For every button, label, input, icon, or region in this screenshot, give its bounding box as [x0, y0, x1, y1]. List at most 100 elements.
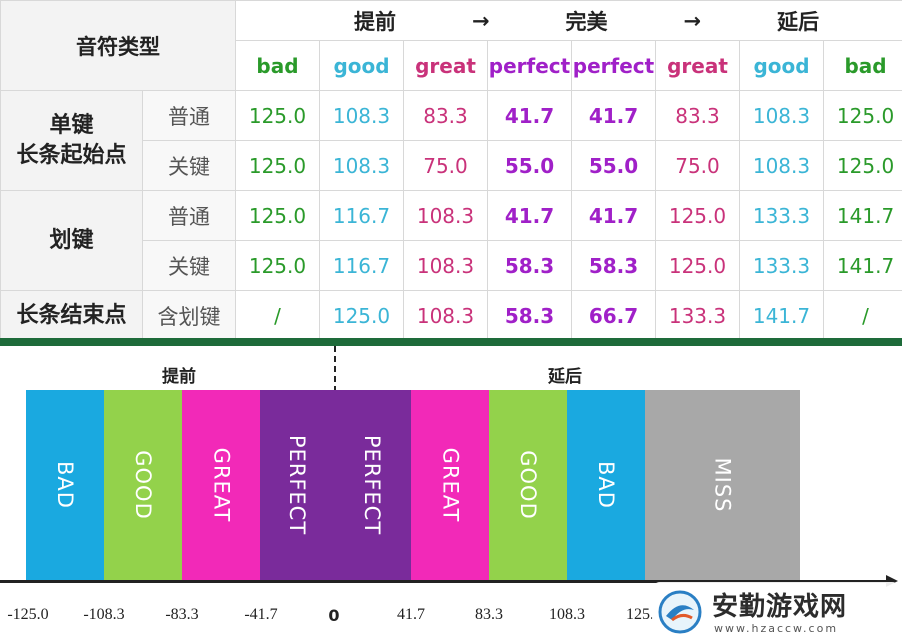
timing-value-cell: 108.3: [403, 190, 488, 241]
timing-value-cell: 116.7: [319, 190, 404, 241]
segment-label: GOOD: [130, 450, 155, 520]
timing-value-cell: 108.3: [739, 140, 824, 191]
axis-tick-label: 83.3: [475, 606, 503, 623]
note-type-label: 长条结束点: [0, 290, 143, 341]
segment-label: MISS: [710, 457, 735, 513]
late-label: 延后: [548, 367, 582, 387]
arrow-right-icon: →: [471, 8, 490, 33]
segment-label: PERFECT: [285, 434, 309, 536]
segment-label: BAD: [593, 461, 618, 509]
segment-label: PERFECT: [360, 434, 385, 536]
segment-good: GOOD: [104, 390, 182, 580]
arrow-right-icon: →: [683, 8, 702, 33]
timing-value-cell: 125.0: [655, 240, 740, 291]
segment-good: GOOD: [489, 390, 567, 580]
timing-value-cell: 125.0: [655, 190, 740, 241]
note-type-label: 单键 长条起始点: [0, 90, 143, 191]
axis-tick-label: 41.7: [397, 606, 425, 623]
timing-value-cell: 58.3: [487, 290, 572, 341]
table-row: 单键 长条起始点 普通 125.0 108.3 83.3 41.7 41.7 83.3 108.…: [0, 90, 902, 191]
phase-label: 延后: [777, 9, 820, 34]
segment-perfect: PERFECT: [260, 390, 334, 580]
timing-value-cell: 125.0: [235, 240, 320, 291]
timing-value-cell: 108.3: [739, 90, 824, 141]
grade-header-bad: bad: [235, 40, 320, 91]
timing-value-cell: 108.3: [403, 240, 488, 291]
site-logo-icon: [658, 590, 702, 634]
timing-value-cell: 75.0: [655, 140, 740, 191]
segment-bad: BAD: [567, 390, 645, 580]
note-type-label: 划键: [0, 190, 143, 291]
phase-header: 提前 → 完美 → 延后: [234, 0, 902, 41]
table-row: 划键 普通 125.0 116.7 108.3 41.7 41.7 125.0 133.3 141…: [0, 190, 902, 291]
timing-value-cell: 141.7: [822, 240, 902, 291]
watermark-url: www.hzaccw.com: [714, 622, 839, 635]
phase-label: 完美: [565, 9, 608, 34]
segment-label: BAD: [52, 461, 77, 509]
grade-header-perfect: perfect: [571, 40, 656, 91]
timing-value-cell: 108.3: [319, 140, 404, 191]
timing-value-cell: 41.7: [571, 90, 656, 141]
timing-value-cell: 41.7: [487, 190, 572, 241]
segment-miss: MISS: [645, 390, 800, 580]
axis-tick-label: -108.3: [83, 606, 125, 623]
timing-value-cell: 125.0: [822, 90, 902, 141]
table-row: 关键 125.0 108.3 75.0 55.0 55.0 75.0 108.3 125.0: [1, 140, 902, 191]
grade-header-great: great: [655, 40, 740, 91]
timing-value-cell: /: [822, 290, 902, 341]
axis-tick-label: 125.: [626, 606, 654, 623]
grade-header-good: good: [739, 40, 824, 91]
segment-bad: BAD: [26, 390, 104, 580]
key-type-label: 含划键: [142, 290, 236, 341]
timing-value-cell: 75.0: [403, 140, 488, 191]
segment-label: GREAT: [208, 447, 233, 523]
early-label: 提前: [162, 367, 196, 387]
axis-tick-label: 0: [328, 606, 340, 625]
timing-value-cell: 116.7: [319, 240, 404, 291]
grade-header-good: good: [319, 40, 404, 91]
axis-tick-label: -83.3: [165, 606, 199, 623]
key-type-label: 关键: [142, 240, 236, 291]
watermark-title: 安勤游戏网: [712, 592, 848, 622]
timing-value-cell: 125.0: [822, 140, 902, 191]
table-row: 长条结束点 含划键/125.0 108.3 58.3 66.7 133.3 141.7/: [0, 290, 902, 341]
grade-header-perfect: perfect: [487, 40, 572, 91]
segment-label: GOOD: [515, 450, 540, 520]
timing-value-cell: 125.0: [235, 140, 320, 191]
axis-tick-label: -41.7: [244, 606, 278, 623]
phase-label: 提前: [353, 9, 396, 34]
table-row: 关键 125.0 116.7 108.3 58.3 58.3 125.0 133.3 141.7: [1, 240, 902, 291]
section-divider: [0, 338, 902, 346]
timing-value-cell: 66.7: [571, 290, 656, 341]
grade-header-bad: bad: [822, 40, 902, 91]
timing-value-cell: 108.3: [403, 290, 488, 341]
corner-header: 音符类型: [0, 0, 236, 91]
judgment-window-table: 音符类型 提前 → 完美 → 延后 bad good great perfect perfect gr…: [0, 0, 902, 341]
timing-axis: [0, 580, 888, 583]
key-type-label: 普通: [142, 90, 236, 141]
timing-value-cell: 133.3: [655, 290, 740, 341]
segment-great: GREAT: [182, 390, 260, 580]
timing-value-cell: 125.0: [235, 190, 320, 241]
timing-value-cell: 125.0: [235, 90, 320, 141]
timing-value-cell: 58.3: [571, 240, 656, 291]
segment-label: GREAT: [437, 447, 462, 523]
watermark: 安勤游戏网 www.hzaccw.com: [652, 582, 900, 642]
segment-great: GREAT: [411, 390, 489, 580]
axis-tick-label: 108.3: [549, 606, 585, 623]
timing-value-cell: /: [235, 290, 320, 341]
grade-header-great: great: [403, 40, 488, 91]
timing-value-cell: 41.7: [487, 90, 572, 141]
timing-value-cell: 58.3: [487, 240, 572, 291]
key-type-label: 关键: [142, 140, 236, 191]
timing-value-cell: 108.3: [319, 90, 404, 141]
timing-value-cell: 141.7: [822, 190, 902, 241]
timing-value-cell: 133.3: [739, 240, 824, 291]
timing-value-cell: 133.3: [739, 190, 824, 241]
timing-value-cell: 83.3: [403, 90, 488, 141]
segment-perfect: PERFECT: [334, 390, 411, 580]
timing-value-cell: 55.0: [487, 140, 572, 191]
timing-value-cell: 125.0: [319, 290, 404, 341]
key-type-label: 普通: [142, 190, 236, 241]
timing-value-cell: 83.3: [655, 90, 740, 141]
